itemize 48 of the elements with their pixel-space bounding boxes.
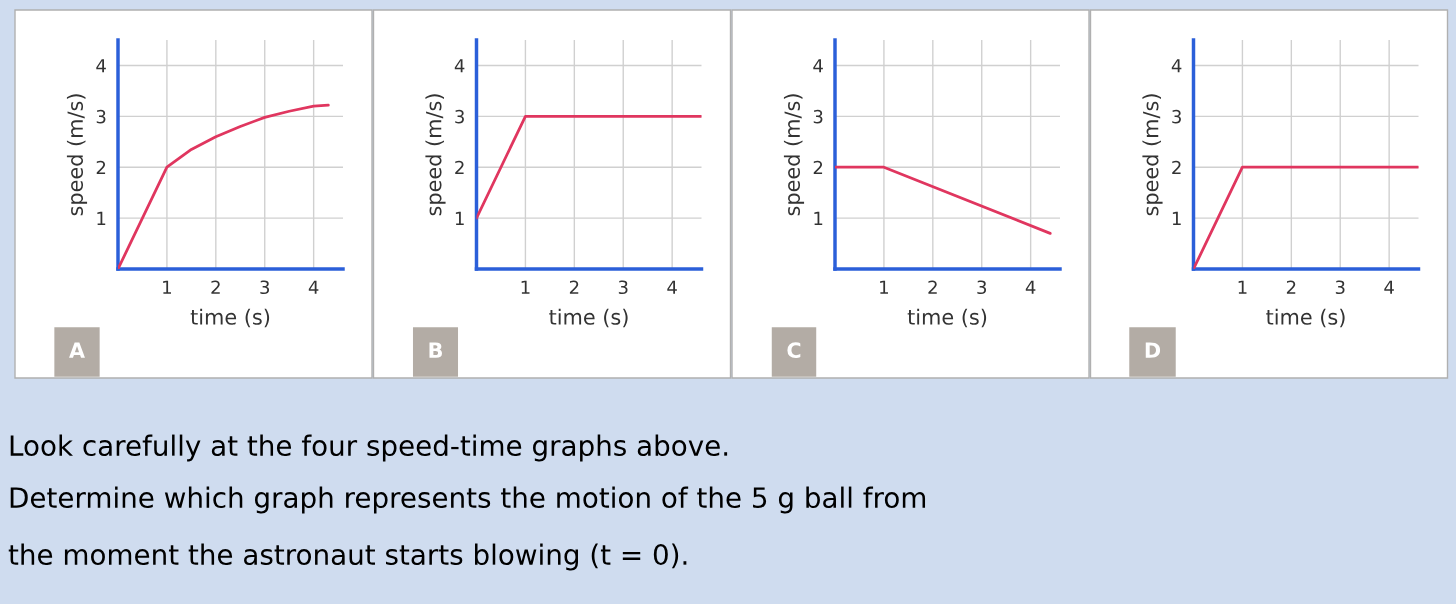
- y-tick-label: 2: [813, 160, 823, 175]
- x-tick-label: 2: [569, 280, 579, 294]
- x-tick-label: 4: [1384, 280, 1394, 294]
- text: D: [1145, 342, 1161, 358]
- y-tick-label: 1: [1172, 211, 1181, 225]
- x-axis-title: time (s): [549, 308, 628, 328]
- y-tick-label: 2: [1172, 160, 1181, 175]
- x-tick-label: 1: [1238, 280, 1247, 294]
- y-tick-label: 1: [814, 211, 823, 225]
- y-tick-label: 3: [813, 109, 823, 124]
- y-tick-label: 3: [1172, 109, 1181, 124]
- x-tick-label: 1: [880, 280, 888, 294]
- x-tick-label: 2: [928, 280, 937, 294]
- x-tick-label: 2: [1286, 280, 1296, 294]
- line-series: [118, 103, 330, 269]
- x-tick-label: 2: [211, 280, 220, 294]
- x-axis-title: time (s): [907, 308, 987, 328]
- text: A: [69, 342, 85, 358]
- x-tick-label: 4: [667, 280, 677, 294]
- x-tick-label: 4: [1025, 280, 1036, 294]
- y-tick-label: 2: [455, 160, 464, 175]
- y-tick-label: 1: [455, 211, 464, 225]
- y-tick-label: 3: [455, 109, 464, 124]
- y-tick-label: 4: [96, 59, 106, 73]
- x-tick-label: 3: [977, 280, 987, 295]
- y-axis-title: speed (m/s): [66, 94, 88, 216]
- x-tick-label: 4: [308, 280, 319, 294]
- y-tick-label: 4: [1171, 59, 1182, 73]
- x-tick-label: 1: [521, 280, 530, 294]
- y-axis-title: speed (m/s): [783, 94, 805, 216]
- y-axis-title: speed (m/s): [1142, 94, 1163, 216]
- y-axis-title: speed (m/s): [425, 94, 446, 216]
- x-tick-label: 3: [618, 280, 628, 295]
- y-tick-label: 4: [813, 59, 823, 73]
- x-axis-title: time (s): [190, 308, 270, 328]
- y-tick-label: 3: [96, 109, 106, 124]
- text: Look carefully at the four speed-time graphs above.: [10, 434, 728, 462]
- x-tick-label: 3: [260, 280, 270, 295]
- x-axis-title: time (s): [1266, 308, 1345, 328]
- y-tick-label: 2: [96, 160, 106, 175]
- text: C: [787, 342, 801, 359]
- text: Determine which graph represents the motion of the 5 g ball from: [10, 486, 926, 514]
- x-tick-label: 3: [1335, 280, 1345, 295]
- x-tick-label: 1: [163, 280, 171, 294]
- y-tick-label: 1: [97, 211, 106, 225]
- y-tick-label: 4: [454, 59, 465, 73]
- text: the moment the astronaut starts blowing (t = 0).: [8, 543, 687, 571]
- text: B: [429, 342, 442, 358]
